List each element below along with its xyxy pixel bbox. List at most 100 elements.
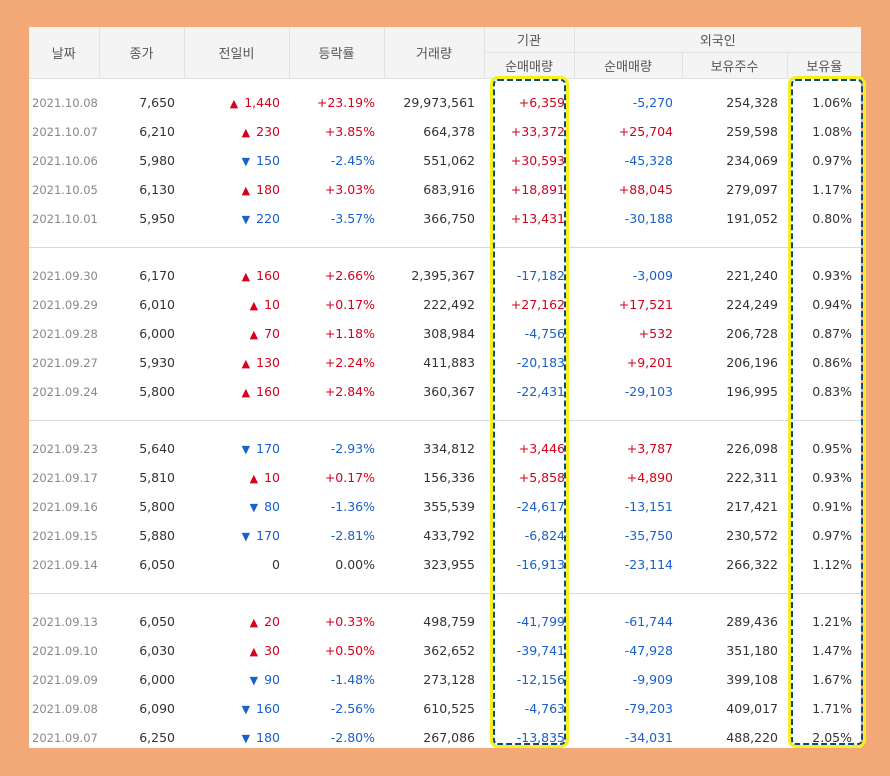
change-value: 80 xyxy=(264,499,280,514)
triangle-up-icon: ▲ xyxy=(249,328,259,341)
cell-foreign-net: +9,201 xyxy=(626,355,673,370)
triangle-down-icon: ▼ xyxy=(249,674,259,687)
cell-foreign-ratio: 1.12% xyxy=(812,557,853,572)
cell-change: ▼ 90 xyxy=(184,665,289,694)
header-foreign-ratio[interactable]: 보유율 xyxy=(787,52,861,80)
group-separator xyxy=(29,406,861,425)
cell-close: 6,000 xyxy=(139,326,175,341)
table-row: 2021.10.08 7,650 ▲ 1,440 +23.19% 29,973,561 +6… xyxy=(29,88,861,117)
change-value: 30 xyxy=(264,643,280,658)
header-date[interactable]: 날짜 xyxy=(29,27,100,79)
cell-foreign-net: +25,704 xyxy=(618,124,673,139)
cell-close: 6,130 xyxy=(139,182,175,197)
cell-change: ▲ 1,440 xyxy=(184,88,289,117)
cell-date: 2021.09.27 xyxy=(32,355,98,370)
triangle-up-icon: ▲ xyxy=(241,184,251,197)
header-volume[interactable]: 거래량 xyxy=(384,27,485,79)
cell-foreign-net: -47,928 xyxy=(624,643,673,658)
header-close[interactable]: 종가 xyxy=(99,27,185,79)
cell-volume: 323,955 xyxy=(423,557,475,572)
cell-volume: 2,395,367 xyxy=(411,268,475,283)
cell-close: 6,010 xyxy=(139,297,175,312)
table-row: 2021.09.29 6,010 ▲ 10 +0.17% 222,492 +27,162 +1… xyxy=(29,290,861,319)
cell-close: 6,000 xyxy=(139,672,175,687)
cell-foreign-holdings: 191,052 xyxy=(726,211,778,226)
stock-trading-panel: 날짜 종가 전일비 등락률 거래량 기관 외국인 순매매량 순매매량 보유주수 … xyxy=(29,27,861,748)
cell-close: 6,090 xyxy=(139,701,175,716)
cell-foreign-ratio: 0.94% xyxy=(812,297,853,312)
cell-rate: 0.00% xyxy=(335,557,375,572)
cell-institution-net: +13,431 xyxy=(510,211,565,226)
triangle-up-icon: ▲ xyxy=(249,645,259,658)
cell-foreign-ratio: 1.17% xyxy=(812,182,853,197)
cell-foreign-ratio: 0.93% xyxy=(812,470,853,485)
cell-institution-net: -6,824 xyxy=(524,528,565,543)
cell-date: 2021.09.16 xyxy=(32,499,98,514)
change-value: 20 xyxy=(264,614,280,629)
cell-foreign-net: -30,188 xyxy=(624,211,673,226)
institution-net-highlight-box xyxy=(490,76,569,748)
cell-foreign-holdings: 234,069 xyxy=(726,153,778,168)
cell-foreign-holdings: 409,017 xyxy=(726,701,778,716)
cell-close: 6,050 xyxy=(139,614,175,629)
cell-rate: -2.80% xyxy=(330,730,375,745)
cell-foreign-ratio: 0.97% xyxy=(812,528,853,543)
cell-foreign-holdings: 351,180 xyxy=(726,643,778,658)
cell-foreign-ratio: 1.21% xyxy=(812,614,853,629)
header-change[interactable]: 전일비 xyxy=(184,27,290,79)
cell-change: ▲ 70 xyxy=(184,319,289,348)
cell-foreign-holdings: 399,108 xyxy=(726,672,778,687)
cell-foreign-holdings: 279,097 xyxy=(726,182,778,197)
triangle-up-icon: ▲ xyxy=(249,616,259,629)
cell-rate: -2.93% xyxy=(330,441,375,456)
cell-volume: 362,652 xyxy=(423,643,475,658)
group-spacer xyxy=(29,252,861,261)
header-institution-net[interactable]: 순매매량 xyxy=(484,52,575,80)
header-foreign-net[interactable]: 순매매량 xyxy=(574,52,683,80)
cell-change: ▲ 10 xyxy=(184,290,289,319)
cell-institution-net: -20,183 xyxy=(516,355,565,370)
cell-volume: 267,086 xyxy=(423,730,475,745)
cell-volume: 664,378 xyxy=(423,124,475,139)
cell-institution-net: -16,913 xyxy=(516,557,565,572)
cell-rate: +3.85% xyxy=(324,124,375,139)
table-row: 2021.09.07 6,250 ▼ 180 -2.80% 267,086 -13,835 -… xyxy=(29,723,861,748)
cell-institution-net: -39,741 xyxy=(516,643,565,658)
cell-institution-net: +3,446 xyxy=(518,441,565,456)
header-foreign-holdings[interactable]: 보유주수 xyxy=(682,52,788,80)
change-value: 10 xyxy=(264,297,280,312)
cell-foreign-ratio: 0.93% xyxy=(812,268,853,283)
change-value: 150 xyxy=(256,153,280,168)
cell-volume: 222,492 xyxy=(423,297,475,312)
cell-institution-net: +33,372 xyxy=(510,124,565,139)
cell-volume: 411,883 xyxy=(423,355,475,370)
foreign-ratio-highlight-box xyxy=(788,76,866,748)
cell-date: 2021.10.01 xyxy=(32,211,98,226)
cell-foreign-ratio: 1.47% xyxy=(812,643,853,658)
cell-close: 5,800 xyxy=(139,384,175,399)
cell-date: 2021.09.13 xyxy=(32,614,98,629)
table-row: 2021.09.17 5,810 ▲ 10 +0.17% 156,336 +5,858 +4,… xyxy=(29,463,861,492)
cell-foreign-ratio: 1.71% xyxy=(812,701,853,716)
cell-foreign-holdings: 221,240 xyxy=(726,268,778,283)
change-value: 160 xyxy=(256,384,280,399)
cell-foreign-holdings: 254,328 xyxy=(726,95,778,110)
cell-volume: 551,062 xyxy=(423,153,475,168)
triangle-up-icon: ▲ xyxy=(241,126,251,139)
cell-change: ▲ 230 xyxy=(184,117,289,146)
cell-foreign-net: +88,045 xyxy=(618,182,673,197)
cell-volume: 273,128 xyxy=(423,672,475,687)
spacer-cell xyxy=(29,425,861,434)
cell-foreign-net: -61,744 xyxy=(624,614,673,629)
divider-line xyxy=(29,592,861,594)
cell-foreign-ratio: 0.83% xyxy=(812,384,853,399)
triangle-up-icon: ▲ xyxy=(241,386,251,399)
cell-change: ▼ 170 xyxy=(184,521,289,550)
cell-foreign-holdings: 222,311 xyxy=(726,470,778,485)
cell-foreign-ratio: 0.87% xyxy=(812,326,853,341)
group-separator xyxy=(29,233,861,252)
header-rate[interactable]: 등락률 xyxy=(289,27,385,79)
change-value: 160 xyxy=(256,701,280,716)
cell-foreign-holdings: 289,436 xyxy=(726,614,778,629)
cell-rate: +0.50% xyxy=(324,643,375,658)
